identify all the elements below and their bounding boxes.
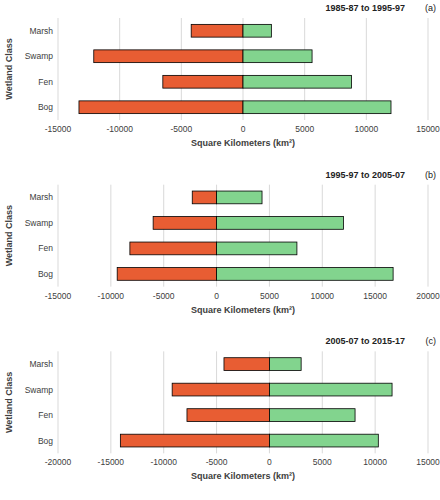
bar [243, 75, 352, 88]
grid-line [428, 185, 429, 287]
x-axis-label: Square Kilometers (km²) [191, 305, 295, 315]
tick-label: 20000 [416, 291, 440, 301]
category-label: Marsh [29, 192, 53, 202]
tick-label: -20000 [45, 457, 72, 467]
bar [79, 101, 243, 114]
tick-label: 0 [214, 291, 219, 301]
bar [117, 268, 216, 281]
category-label: Swamp [25, 218, 54, 228]
tick-label: 15000 [416, 457, 440, 467]
bar [269, 383, 392, 396]
bar [187, 409, 269, 422]
x-axis-label: Square Kilometers (km²) [191, 471, 295, 481]
tick-label: 10000 [355, 124, 379, 134]
grid-line [58, 18, 59, 120]
tick-label: -15000 [45, 291, 72, 301]
bar [269, 409, 355, 422]
title: 1995-97 to 2005-07 [325, 170, 405, 180]
grid-line [110, 185, 111, 287]
tick-label: 10000 [310, 291, 334, 301]
category-label: Bog [38, 269, 53, 279]
tick-label: 10000 [363, 457, 387, 467]
bar [217, 242, 297, 255]
tick-label: -10000 [150, 457, 177, 467]
x-axis-label: Square Kilometers (km²) [191, 138, 295, 148]
bar [269, 358, 301, 371]
category-label: Marsh [29, 359, 53, 369]
tick-label: -5000 [206, 457, 228, 467]
category-label: Fen [38, 243, 53, 253]
tick-label: -15000 [98, 457, 125, 467]
category-label: Marsh [29, 26, 53, 36]
y-axis-label: Wetland Class [4, 38, 14, 99]
y-axis-label: Wetland Class [4, 372, 14, 433]
tick-label: -5000 [153, 291, 175, 301]
tick-label: 5000 [260, 291, 279, 301]
panel-label: (a) [425, 3, 436, 13]
tick-label: -10000 [98, 291, 125, 301]
bar [153, 217, 216, 230]
bar [269, 434, 378, 447]
bar [217, 268, 394, 281]
bar [120, 434, 269, 447]
panel: -15000 -10000 -5000 0 5000 10000 15000 Marsh Swa… [4, 3, 440, 148]
bar [243, 50, 312, 63]
bar [163, 75, 243, 88]
bar [217, 191, 262, 204]
tick-label: -5000 [170, 124, 192, 134]
bars [117, 191, 393, 280]
y-axis-label: Wetland Class [4, 205, 14, 266]
category-label: Bog [38, 436, 53, 446]
category-label: Fen [38, 410, 53, 420]
bars [79, 24, 391, 113]
category-label: Fen [38, 77, 53, 87]
tick-label: 0 [241, 124, 246, 134]
bar [243, 24, 271, 37]
title: 1985-87 to 1995-97 [325, 3, 405, 13]
title: 2005-07 to 2015-17 [325, 336, 405, 346]
bar [224, 358, 269, 371]
bars [120, 358, 392, 447]
grid-line [58, 351, 59, 453]
category-label: Swamp [25, 385, 54, 395]
bar [130, 242, 217, 255]
bar [217, 217, 344, 230]
tick-label: -10000 [106, 124, 133, 134]
grid-line [428, 351, 429, 453]
grid-line [58, 185, 59, 287]
bar [94, 50, 243, 63]
tick-label: 0 [267, 457, 272, 467]
tick-label: 5000 [295, 124, 314, 134]
panel: -20000 -15000 -10000 -5000 0 5000 10000 15000 Ma… [4, 336, 440, 481]
tick-label: 15000 [416, 124, 440, 134]
tick-label: -15000 [45, 124, 72, 134]
tick-label: 5000 [313, 457, 332, 467]
bar [191, 24, 243, 37]
panel: -15000 -10000 -5000 0 5000 10000 15000 20000 Mar… [4, 170, 440, 315]
bar [192, 191, 216, 204]
grid-line [428, 18, 429, 120]
figure: -15000 -10000 -5000 0 5000 10000 15000 Marsh Swa… [0, 0, 440, 500]
grid-line [110, 351, 111, 453]
bar [243, 101, 391, 114]
panel-label: (c) [426, 336, 437, 346]
category-label: Bog [38, 102, 53, 112]
panel-label: (b) [425, 170, 436, 180]
tick-label: 15000 [363, 291, 387, 301]
bar [172, 383, 269, 396]
category-label: Swamp [25, 51, 54, 61]
